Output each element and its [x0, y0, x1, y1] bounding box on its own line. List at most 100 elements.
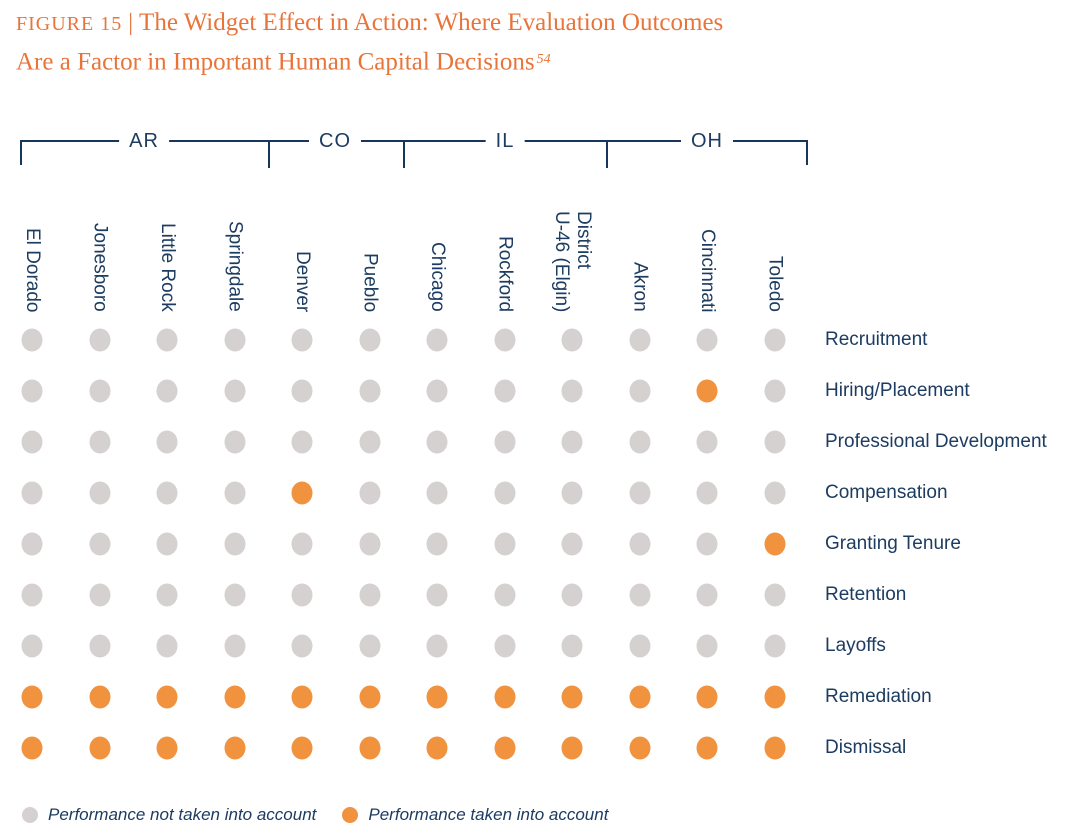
column-label: Rockford [494, 235, 516, 312]
dot [156, 634, 178, 658]
dot [629, 328, 650, 352]
dot [359, 736, 380, 760]
dot [21, 328, 43, 352]
dot [291, 328, 313, 352]
dot [494, 379, 515, 403]
column-label: Chicago [427, 242, 448, 312]
dot [696, 328, 718, 352]
dot [89, 328, 110, 352]
dot [89, 685, 110, 709]
dot [629, 685, 650, 709]
dot [21, 634, 43, 658]
title-text-line1: The Widget Effect in Action: Where Evalu… [139, 9, 724, 36]
dot [764, 328, 785, 352]
dot [21, 685, 43, 709]
title-line-1: FIGURE 15 | The Widget Effect in Action: W… [16, 6, 723, 43]
dot [426, 328, 448, 352]
dot [291, 481, 313, 505]
dot [359, 634, 380, 658]
dot [89, 379, 110, 403]
row-label: Retention [825, 584, 907, 605]
dot [561, 685, 583, 709]
dot [224, 736, 245, 760]
column-label: El Dorado [22, 227, 43, 313]
dot [291, 736, 313, 760]
dot [156, 379, 178, 403]
dot [696, 532, 718, 556]
row-label: Dismissal [825, 737, 907, 758]
dot [291, 583, 313, 607]
row-label: Granting Tenure [825, 533, 961, 554]
dot [696, 430, 718, 454]
dot [629, 583, 650, 607]
bracket-line [20, 140, 808, 142]
dot [224, 430, 245, 454]
dot [426, 583, 448, 607]
column-label: Pueblo [359, 252, 381, 312]
dot [156, 328, 178, 352]
row-label: Hiring/Placement [825, 380, 970, 401]
dot [494, 736, 515, 760]
dot [494, 481, 515, 505]
title-separator: | [128, 10, 134, 36]
dot [764, 583, 785, 607]
dot [291, 532, 313, 556]
dot [224, 583, 245, 607]
dot [359, 379, 380, 403]
dot [629, 481, 650, 505]
column-label: Springdale [224, 221, 246, 312]
dot [696, 634, 718, 658]
dot [21, 430, 43, 454]
dot [21, 532, 43, 556]
dot [89, 430, 110, 454]
bracket-tick-co-il [403, 140, 405, 168]
dot [156, 685, 178, 709]
dot [224, 379, 245, 403]
dot [629, 736, 650, 760]
figure-title: FIGURE 15 | The Widget Effect in Action: W… [16, 6, 723, 82]
dot [494, 583, 515, 607]
dot [89, 532, 110, 556]
dot [426, 379, 448, 403]
dot [359, 481, 380, 505]
bracket-tick-ar-co [268, 140, 270, 168]
dot [291, 685, 313, 709]
dot [359, 328, 380, 352]
dot [21, 736, 43, 760]
dot [494, 634, 515, 658]
dot [561, 736, 583, 760]
dot [696, 481, 718, 505]
orange-dot-icon [342, 807, 359, 823]
dot [359, 532, 380, 556]
bracket-tick-left-end [20, 140, 22, 165]
dot [21, 481, 43, 505]
figure-number: FIGURE 15 [16, 13, 123, 35]
row-label: Layoffs [825, 635, 886, 656]
dot [426, 430, 448, 454]
column-label: Denver [292, 250, 313, 312]
dot [561, 634, 583, 658]
dot [156, 583, 178, 607]
dot [696, 736, 718, 760]
dot [764, 481, 785, 505]
dot [764, 430, 785, 454]
row-label: Professional Development [825, 431, 1047, 452]
state-label-il: IL [485, 130, 525, 152]
dot [291, 430, 313, 454]
dot [426, 634, 448, 658]
dot [764, 634, 785, 658]
dot [21, 379, 43, 403]
column-label: Cincinnati [697, 228, 718, 312]
legend-item-taken: Performance taken into account [342, 805, 608, 825]
column-label: Akron [629, 262, 651, 312]
footnote-marker: 54 [536, 52, 551, 67]
dot [696, 583, 718, 607]
dot [561, 328, 583, 352]
dot [21, 583, 43, 607]
dot [89, 583, 110, 607]
legend-label: Performance taken into account [368, 805, 609, 824]
dot [629, 532, 650, 556]
title-line-2: Are a Factor in Important Human Capital … [16, 43, 723, 82]
legend: Performance not taken into account Perfo… [22, 805, 608, 825]
dot [89, 634, 110, 658]
